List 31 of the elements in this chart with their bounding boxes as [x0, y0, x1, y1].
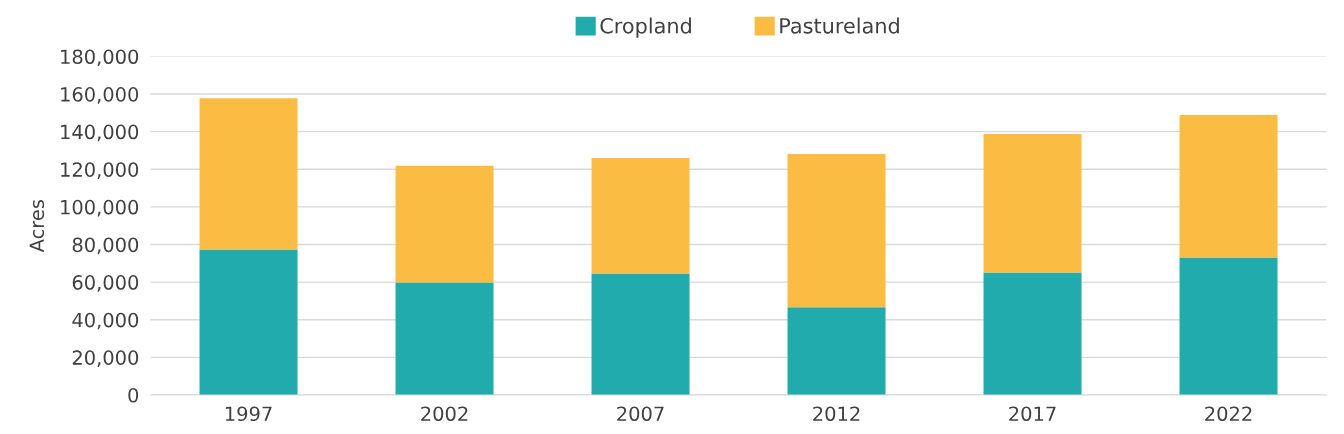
y-tick-label: 20,000: [72, 350, 139, 367]
x-tick-label: 2002: [421, 406, 468, 422]
y-tick-label: 140,000: [61, 124, 139, 142]
x-tick-label: 1997: [225, 406, 272, 422]
bar: [983, 134, 1082, 273]
y-tick-label: 60,000: [72, 275, 139, 292]
bar: [395, 282, 494, 395]
x-tick-label: 2017: [1009, 406, 1056, 422]
bar: [395, 165, 494, 283]
y-tick-label: 40,000: [72, 312, 139, 330]
y-tick-label: 80,000: [72, 237, 139, 255]
x-tick-label: 2012: [813, 406, 860, 422]
bar: [199, 98, 298, 250]
y-tick-label: 160,000: [61, 86, 139, 104]
y-axis-title: Acres: [29, 199, 45, 253]
x-tick-label: 2022: [1205, 406, 1252, 422]
x-tick-label: 2007: [617, 406, 664, 422]
y-tick-label: 180,000: [61, 49, 139, 67]
bar: [787, 154, 886, 308]
bar: [199, 249, 298, 395]
bar: [787, 307, 886, 395]
bar: [591, 157, 690, 274]
bar: [591, 273, 690, 395]
legend-label: Pastureland: [780, 17, 899, 34]
y-tick-label: 120,000: [61, 162, 139, 179]
y-tick-label: 100,000: [61, 199, 139, 217]
y-tick-label: 0: [128, 387, 139, 403]
bar: [1179, 115, 1278, 258]
bar: [1179, 257, 1278, 395]
bar: [983, 272, 1082, 395]
legend-label: Cropland: [600, 17, 691, 38]
